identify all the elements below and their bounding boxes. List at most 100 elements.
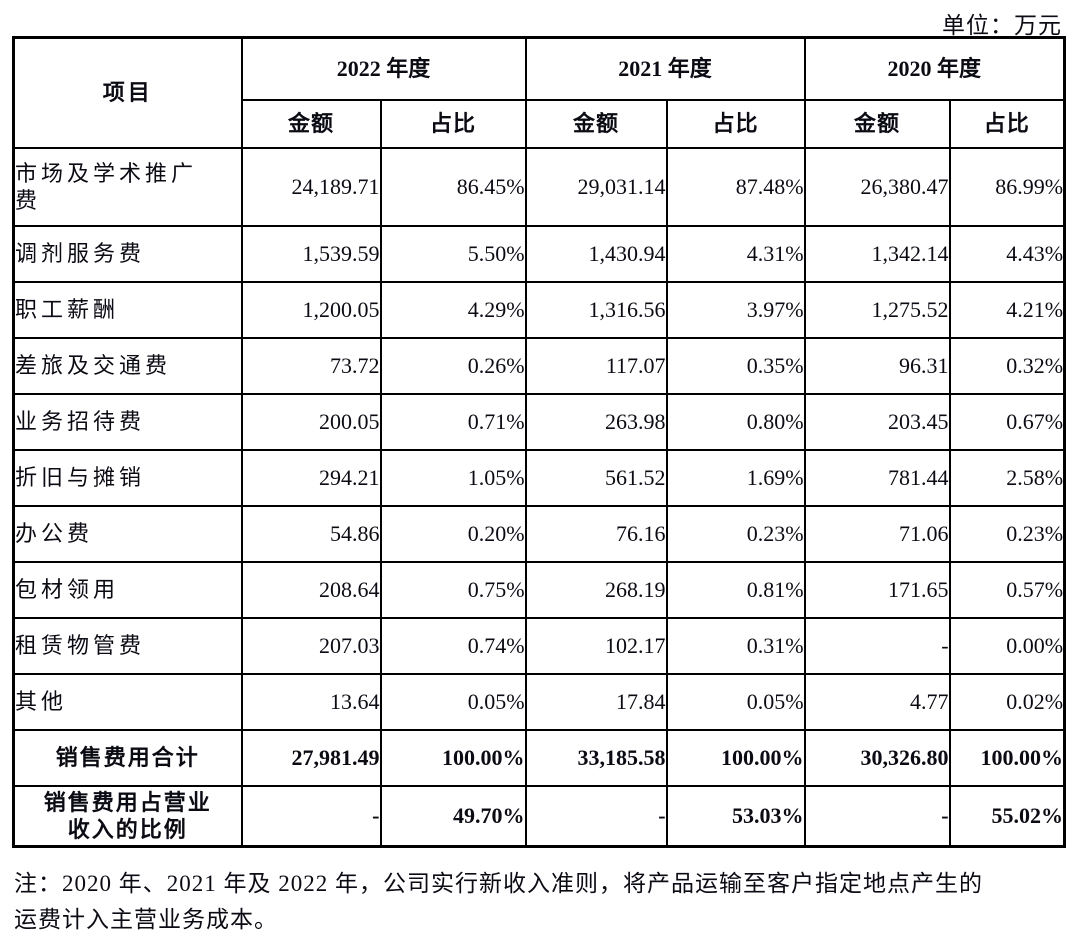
percent-cell: 100.00% (379, 729, 527, 787)
amount-cell: 24,189.71 (240, 147, 382, 227)
amount-cell: 1,275.52 (803, 281, 951, 339)
table-row-revenue-ratio: 销售费用占营业 收入的比例 - 49.70% - 53.03% - 55.02% (12, 785, 1066, 848)
percent-cell: 1.69% (665, 449, 806, 507)
table-row-salary: 职工薪酬 1,200.05 4.29% 1,316.56 3.97% 1,275… (12, 281, 1066, 339)
amount-cell: 17.84 (524, 673, 668, 731)
row-label: 办公费 (12, 505, 243, 563)
percent-cell: 0.02% (948, 673, 1066, 731)
amount-cell: 29,031.14 (524, 147, 668, 227)
percent-cell: 4.31% (665, 225, 806, 283)
header-item: 项目 (12, 36, 243, 149)
table-row-packaging: 包材领用 208.64 0.75% 268.19 0.81% 171.65 0.… (12, 561, 1066, 619)
percent-cell: 0.05% (665, 673, 806, 731)
header-year-row: 项目 2022 年度 2021 年度 2020 年度 (12, 36, 1066, 149)
percent-cell: 0.75% (379, 561, 527, 619)
percent-cell: 0.35% (665, 337, 806, 395)
amount-cell: 71.06 (803, 505, 951, 563)
table-row-travel: 差旅及交通费 73.72 0.26% 117.07 0.35% 96.31 0.… (12, 337, 1066, 395)
sales-expense-table: 项目 2022 年度 2021 年度 2020 年度 金额 占比 金额 占比 金… (12, 36, 1067, 848)
amount-cell: 4.77 (803, 673, 951, 731)
amount-cell: 1,200.05 (240, 281, 382, 339)
amount-cell: - (803, 785, 951, 848)
percent-cell: 0.71% (379, 393, 527, 451)
amount-cell: 208.64 (240, 561, 382, 619)
amount-cell: 27,981.49 (240, 729, 382, 787)
amount-cell: 1,539.59 (240, 225, 382, 283)
amount-cell: 561.52 (524, 449, 668, 507)
header-year-2020: 2020 年度 (803, 36, 1066, 101)
amount-cell: 30,326.80 (803, 729, 951, 787)
percent-cell: 0.67% (948, 393, 1066, 451)
header-amount-2022: 金额 (240, 99, 382, 149)
table-row-depreciation: 折旧与摊销 294.21 1.05% 561.52 1.69% 781.44 2… (12, 449, 1066, 507)
header-sub-row: 金额 占比 金额 占比 金额 占比 (14, 99, 1066, 149)
header-year-2021: 2021 年度 (524, 36, 806, 101)
percent-cell: 86.45% (379, 147, 527, 227)
amount-cell: 1,342.14 (803, 225, 951, 283)
row-label: 市场及学术推广 费 (12, 147, 243, 227)
percent-cell: 0.05% (379, 673, 527, 731)
row-label: 租赁物管费 (12, 617, 243, 675)
amount-cell: 268.19 (524, 561, 668, 619)
amount-cell: 1,316.56 (524, 281, 668, 339)
footnote-line-2: 运费计入主营业务成本。 (14, 906, 278, 932)
row-label: 包材领用 (12, 561, 243, 619)
percent-cell: 4.43% (948, 225, 1066, 283)
amount-cell: - (240, 785, 382, 848)
amount-cell: 263.98 (524, 393, 668, 451)
percent-cell: 100.00% (665, 729, 806, 787)
table-row-office: 办公费 54.86 0.20% 76.16 0.23% 71.06 0.23% (12, 505, 1066, 563)
amount-cell: 73.72 (240, 337, 382, 395)
percent-cell: 4.29% (379, 281, 527, 339)
amount-cell: 294.21 (240, 449, 382, 507)
percent-cell: 5.50% (379, 225, 527, 283)
table-row-total: 销售费用合计 27,981.49 100.00% 33,185.58 100.0… (12, 729, 1066, 787)
table-row-entertainment: 业务招待费 200.05 0.71% 263.98 0.80% 203.45 0… (12, 393, 1066, 451)
amount-cell: 200.05 (240, 393, 382, 451)
amount-cell: 203.45 (803, 393, 951, 451)
table-row-dispensing: 调剂服务费 1,539.59 5.50% 1,430.94 4.31% 1,34… (12, 225, 1066, 283)
ratio-row-label-line: 收入的比例 (67, 817, 188, 842)
percent-cell: 0.26% (379, 337, 527, 395)
ratio-row-label: 销售费用占营业 收入的比例 (12, 785, 243, 848)
footnote: 注：2020 年、2021 年及 2022 年，公司实行新收入准则，将产品运输至… (14, 866, 1070, 932)
amount-cell: 781.44 (803, 449, 951, 507)
footnote-line-1: 注：2020 年、2021 年及 2022 年，公司实行新收入准则，将产品运输至… (14, 871, 983, 896)
row-label: 职工薪酬 (12, 281, 243, 339)
amount-cell: 171.65 (803, 561, 951, 619)
amount-cell: 54.86 (240, 505, 382, 563)
amount-cell: 96.31 (803, 337, 951, 395)
table-row-rent: 租赁物管费 207.03 0.74% 102.17 0.31% - 0.00% (12, 617, 1066, 675)
amount-cell: 76.16 (524, 505, 668, 563)
amount-cell: - (524, 785, 668, 848)
percent-cell: 87.48% (665, 147, 806, 227)
percent-cell: 0.80% (665, 393, 806, 451)
percent-cell: 1.05% (379, 449, 527, 507)
row-label-line: 费 (15, 188, 42, 213)
amount-cell: - (803, 617, 951, 675)
percent-cell: 0.20% (379, 505, 527, 563)
row-label-line: 市场及学术推广 (15, 160, 198, 186)
percent-cell: 2.58% (948, 449, 1066, 507)
row-label: 差旅及交通费 (12, 337, 243, 395)
percent-cell: 0.31% (665, 617, 806, 675)
percent-cell: 3.97% (665, 281, 806, 339)
header-amount-2021: 金额 (524, 99, 668, 149)
row-label: 其他 (12, 673, 243, 731)
row-label: 调剂服务费 (12, 225, 243, 283)
amount-cell: 1,430.94 (524, 225, 668, 283)
percent-cell: 0.81% (665, 561, 806, 619)
amount-cell: 117.07 (524, 337, 668, 395)
percent-cell: 0.23% (948, 505, 1066, 563)
amount-cell: 13.64 (240, 673, 382, 731)
header-year-2022: 2022 年度 (240, 36, 527, 101)
header-ratio-2022: 占比 (379, 99, 527, 149)
percent-cell: 49.70% (379, 785, 527, 848)
percent-cell: 0.23% (665, 505, 806, 563)
row-label: 业务招待费 (12, 393, 243, 451)
percent-cell: 100.00% (948, 729, 1066, 787)
total-row-label: 销售费用合计 (12, 729, 243, 787)
percent-cell: 0.74% (379, 617, 527, 675)
percent-cell: 0.32% (948, 337, 1066, 395)
